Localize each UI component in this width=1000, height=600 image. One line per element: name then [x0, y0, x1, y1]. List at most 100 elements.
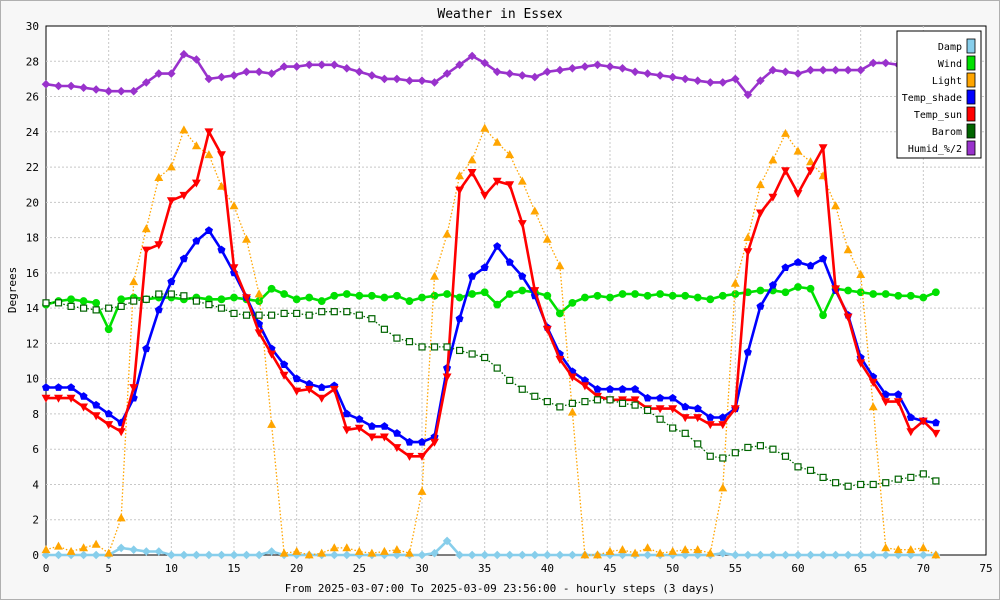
data-point-temp-sun: [580, 382, 590, 391]
data-point-light: [204, 150, 214, 159]
data-point-temp-sun: [317, 394, 327, 403]
data-point-barom: [242, 311, 251, 319]
data-point-humid-2: [643, 69, 652, 78]
data-point-humid-2: [818, 65, 828, 75]
data-point-humid-2: [530, 72, 540, 82]
data-point-damp: [542, 550, 552, 560]
data-point-barom: [731, 449, 739, 457]
data-point-wind: [555, 309, 564, 318]
data-point-damp: [54, 550, 63, 560]
data-point-temp-sun: [229, 264, 239, 273]
data-point-temp-sun: [806, 167, 815, 176]
data-point-humid-2: [467, 51, 477, 61]
data-point-wind: [255, 297, 263, 305]
data-point-wind: [342, 290, 351, 298]
data-point-wind: [267, 284, 276, 293]
data-point-wind: [794, 283, 802, 291]
data-point-barom: [105, 304, 113, 312]
data-point-damp: [480, 550, 490, 560]
data-point-temp-sun: [354, 424, 364, 433]
data-point-temp-shade: [906, 413, 915, 421]
data-point-humid-2: [279, 62, 289, 71]
data-point-light: [342, 543, 352, 552]
data-point-light: [743, 232, 753, 241]
data-point-light: [91, 539, 101, 548]
data-point-light: [442, 229, 452, 238]
data-point-light: [480, 123, 490, 132]
data-point-humid-2: [54, 81, 63, 91]
data-point-temp-shade: [142, 344, 151, 353]
data-point-wind: [480, 288, 489, 297]
data-point-temp-sun: [442, 373, 452, 382]
data-point-wind: [881, 290, 890, 298]
data-point-temp-shade: [881, 390, 890, 398]
data-point-wind: [844, 286, 853, 295]
series-line-temp-sun: [46, 130, 937, 458]
y-tick-label: 4: [32, 478, 39, 491]
data-point-damp: [781, 550, 790, 560]
data-point-humid-2: [630, 67, 640, 77]
data-point-light: [66, 546, 76, 555]
data-point-damp: [517, 550, 527, 560]
data-point-temp-sun: [517, 220, 527, 229]
y-tick-label: 24: [26, 126, 40, 139]
y-tick-label: 0: [32, 549, 39, 562]
data-point-barom: [67, 302, 75, 310]
x-tick-label: 0: [43, 562, 50, 575]
data-point-barom: [493, 364, 501, 372]
data-point-wind: [718, 291, 727, 300]
data-point-barom: [456, 346, 464, 355]
data-point-barom: [506, 376, 514, 385]
data-point-damp: [643, 550, 652, 560]
data-point-wind: [568, 298, 577, 307]
data-point-temp-sun: [818, 144, 828, 153]
data-point-wind: [355, 291, 364, 300]
data-point-temp-sun: [705, 421, 715, 430]
data-point-humid-2: [116, 86, 126, 96]
data-point-temp-sun: [505, 181, 515, 190]
data-point-humid-2: [781, 67, 790, 77]
data-point-wind: [367, 291, 376, 300]
data-point-light: [806, 157, 815, 166]
data-point-light: [354, 546, 364, 555]
data-point-wind: [292, 295, 301, 304]
data-point-light: [643, 543, 653, 552]
data-point-light: [906, 545, 916, 554]
data-point-barom: [230, 309, 238, 318]
data-point-temp-sun: [868, 378, 878, 387]
data-point-damp: [179, 550, 189, 560]
data-point-wind: [618, 290, 627, 298]
series-temp-sun: [41, 128, 941, 461]
data-point-damp: [442, 536, 452, 546]
data-point-temp-shade: [631, 384, 640, 393]
data-point-temp-shade: [794, 258, 802, 266]
data-point-humid-2: [455, 60, 464, 70]
y-tick-label: 2: [32, 514, 39, 527]
data-point-light: [755, 180, 765, 189]
x-tick-label: 5: [105, 562, 112, 575]
data-point-damp: [392, 550, 402, 560]
data-point-barom: [769, 445, 777, 453]
data-point-light: [467, 155, 477, 164]
data-point-temp-sun: [881, 398, 891, 407]
data-point-barom: [907, 473, 915, 482]
data-point-humid-2: [141, 78, 151, 87]
data-point-temp-shade: [292, 374, 301, 383]
data-point-light: [405, 548, 414, 557]
data-point-temp-shade: [418, 437, 426, 446]
data-point-humid-2: [292, 62, 302, 71]
data-point-barom: [443, 343, 451, 351]
data-point-light: [881, 543, 891, 552]
data-point-light: [542, 234, 552, 243]
data-point-temp-sun: [492, 177, 502, 186]
data-point-temp-shade: [380, 422, 389, 430]
data-point-humid-2: [730, 74, 740, 84]
data-point-barom: [380, 325, 388, 333]
data-point-temp-sun: [292, 387, 302, 396]
data-point-light: [455, 171, 465, 180]
data-point-barom: [568, 399, 577, 407]
x-tick-label: 65: [854, 562, 867, 575]
data-point-light: [129, 277, 139, 286]
data-point-wind: [593, 291, 602, 300]
